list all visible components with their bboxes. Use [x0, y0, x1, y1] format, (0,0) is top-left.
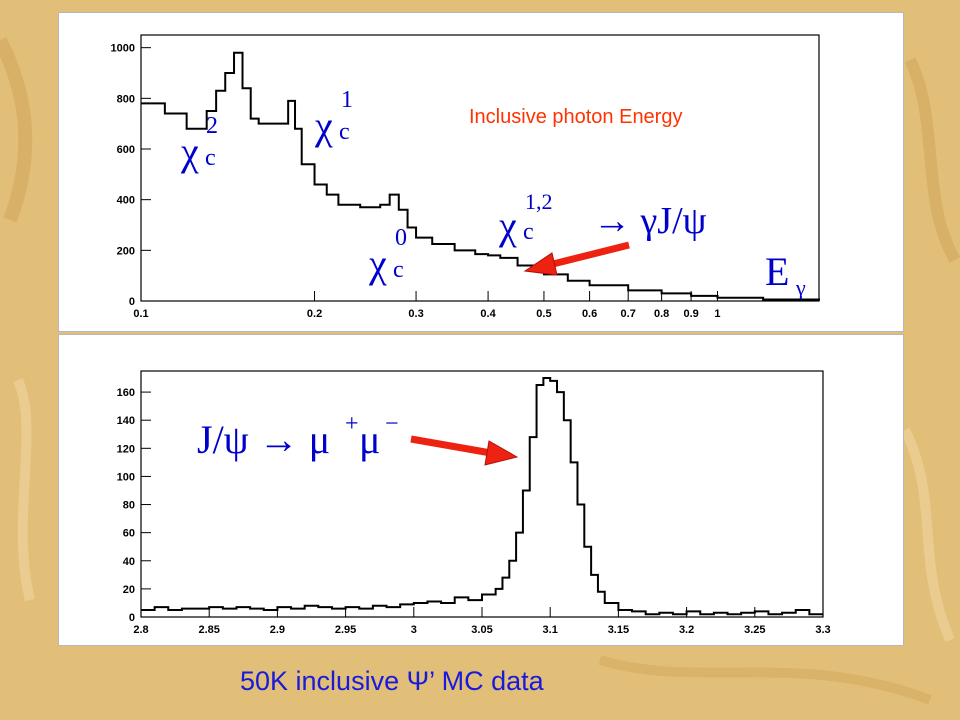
y-tick-label: 1000	[111, 43, 135, 55]
svg-text:1,2: 1,2	[525, 189, 553, 214]
annotation-chi-c12-decay: χ c 1,2 → γJ/ψ	[498, 189, 707, 248]
svg-text:χ: χ	[368, 241, 387, 286]
photon-energy-chart-panel: 0 200 400 600 800 1000 0.1 0.2 0.3 0.4 0.5 0.6 0.7 0…	[58, 12, 904, 332]
arrow-to-chi-c12-peak	[523, 241, 630, 276]
x-tick-label: 2.8	[133, 624, 148, 636]
annotation-jpsi-decay: J/ψ → μ + μ −	[197, 411, 399, 462]
y-tick-label: 120	[117, 443, 135, 455]
x-tick-label: 3.1	[543, 624, 558, 636]
y-tick-label: 140	[117, 415, 135, 427]
y-tick-label: 60	[123, 528, 135, 540]
y-tick-label: 20	[123, 584, 135, 596]
svg-text:μ: μ	[359, 417, 380, 462]
x-tick-label: 0.5	[536, 308, 551, 320]
dimuon-mass-histogram: 0 20 40 60 80 100 120 140 160 2.8 2.85 2.9 2.95 3 3.0…	[117, 370, 831, 636]
x-tick-label: 1	[714, 308, 720, 320]
x-tick-label: 0.6	[582, 308, 597, 320]
x-tick-label: 0.2	[307, 308, 322, 320]
x-tick-label: 3.3	[815, 624, 830, 636]
x-tick-label: 0.3	[408, 308, 423, 320]
y-tick-label: 160	[117, 387, 135, 399]
svg-text:χ: χ	[498, 203, 517, 248]
photon-energy-histogram: 0 200 400 600 800 1000 0.1 0.2 0.3 0.4 0.5 0.6 0.7 0…	[111, 34, 820, 320]
annotation-e-gamma: E γ	[765, 249, 806, 300]
y-tick-label: 400	[117, 195, 135, 207]
svg-text:→ γJ/ψ: → γJ/ψ	[593, 200, 707, 242]
y-tick-label: 600	[117, 144, 135, 156]
x-tick-label: 3.15	[608, 624, 629, 636]
x-tick-label: 0.4	[480, 308, 496, 320]
svg-text:χ: χ	[314, 103, 333, 148]
arrow-to-jpsi-peak	[410, 435, 519, 466]
y-tick-label: 0	[129, 612, 135, 624]
x-tick-label: 3	[411, 624, 417, 636]
x-tick-label: 2.9	[270, 624, 285, 636]
annotation-chi-c1: χ c 1	[314, 87, 353, 148]
bottom-plot-frame	[140, 370, 824, 618]
slide-caption: 50K inclusive Ψ’ MC data	[240, 666, 544, 696]
dimuon-mass-chart-panel: 0 20 40 60 80 100 120 140 160 2.8 2.85 2.9 2.95 3 3.0…	[58, 334, 904, 646]
x-tick-label: 3.2	[679, 624, 694, 636]
svg-text:+: +	[345, 411, 359, 437]
dimuon-mass-histogram-line	[141, 377, 823, 616]
svg-text:c: c	[205, 145, 216, 171]
y-tick-label: 800	[117, 93, 135, 105]
annotation-chi-c0: χ c 0	[368, 225, 407, 286]
svg-text:χ: χ	[180, 129, 199, 174]
svg-text:J/ψ → μ: J/ψ → μ	[197, 417, 330, 462]
y-tick-label: 0	[129, 296, 135, 308]
svg-text:−: −	[385, 411, 399, 437]
svg-text:E: E	[765, 249, 789, 294]
svg-text:c: c	[339, 119, 350, 145]
y-tick-label: 40	[123, 556, 135, 568]
chart-title: Inclusive photon Energy	[469, 106, 683, 128]
x-tick-label: 3.05	[471, 624, 492, 636]
svg-text:0: 0	[395, 225, 407, 251]
y-tick-label: 100	[117, 471, 135, 483]
x-tick-label: 3.25	[744, 624, 765, 636]
svg-text:c: c	[393, 257, 404, 283]
annotation-chi-c2: χ c 2	[180, 113, 218, 174]
svg-text:2: 2	[206, 113, 218, 139]
y-tick-label: 200	[117, 245, 135, 257]
photon-energy-histogram-line	[141, 51, 820, 301]
x-tick-label: 0.1	[133, 308, 148, 320]
top-plot-frame	[140, 34, 820, 302]
svg-text:γ: γ	[795, 275, 806, 300]
x-tick-label: 2.85	[198, 624, 219, 636]
x-tick-label: 2.95	[335, 624, 356, 636]
svg-text:1: 1	[341, 87, 353, 113]
x-tick-label: 0.7	[621, 308, 636, 320]
x-tick-label: 0.8	[654, 308, 669, 320]
x-tick-label: 0.9	[683, 308, 698, 320]
svg-text:c: c	[523, 219, 534, 245]
y-tick-label: 80	[123, 500, 135, 512]
